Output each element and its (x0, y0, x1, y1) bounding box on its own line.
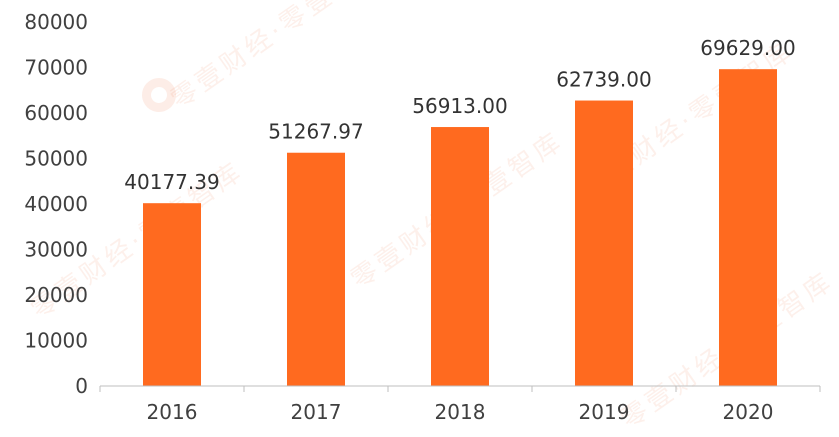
data-label: 69629.00 (700, 36, 795, 60)
bars: 40177.39 51267.97 56913.00 62739.00 69629.00 (124, 36, 796, 387)
data-label: 56913.00 (412, 94, 507, 118)
y-tick-label: 20000 (24, 283, 88, 307)
bar (143, 203, 201, 386)
y-axis: 0 10000 20000 30000 40000 50000 60000 70000 8000… (24, 10, 88, 398)
bar (287, 152, 345, 386)
x-axis: 2016 2017 2018 2019 2020 (99, 385, 821, 424)
y-tick-label: 0 (75, 374, 88, 398)
y-tick-label: 40000 (24, 192, 88, 216)
data-label: 51267.97 (268, 120, 363, 144)
y-tick-label: 10000 (24, 329, 88, 353)
x-tick-label: 2017 (291, 400, 342, 424)
y-tick-label: 30000 (24, 238, 88, 262)
y-tick-label: 50000 (24, 147, 88, 171)
y-tick-label: 80000 (24, 10, 88, 34)
x-tick-label: 2020 (723, 400, 774, 424)
y-tick-label: 60000 (24, 101, 88, 125)
x-tick-label: 2019 (579, 400, 630, 424)
bar (719, 69, 777, 386)
x-tick-label: 2018 (435, 400, 486, 424)
data-label: 62739.00 (556, 68, 651, 92)
bar (575, 100, 633, 387)
x-tick-label: 2016 (147, 400, 198, 424)
y-tick-label: 70000 (24, 56, 88, 80)
data-label: 40177.39 (124, 170, 219, 194)
bar (431, 127, 489, 387)
